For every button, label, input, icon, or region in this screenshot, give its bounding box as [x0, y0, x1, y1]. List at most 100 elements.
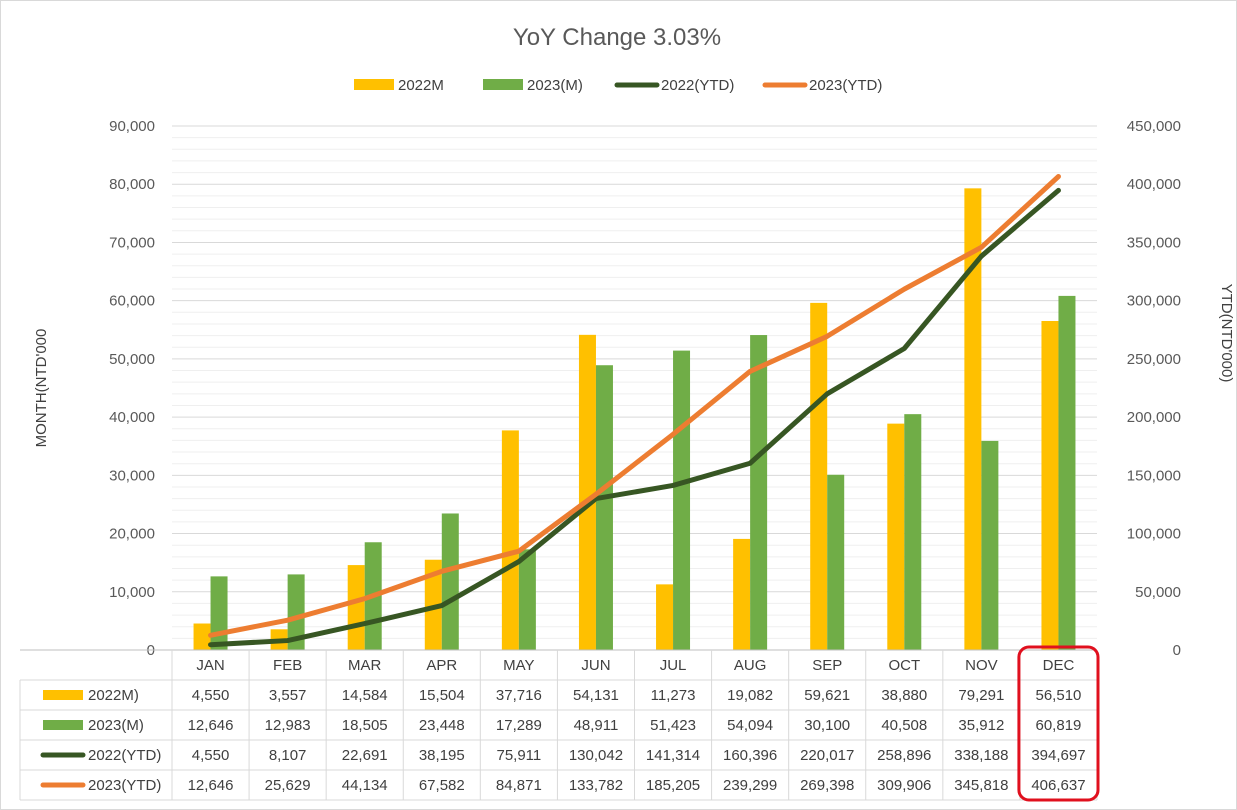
bar-series [193, 188, 1076, 651]
legend-key [483, 79, 523, 90]
bar [981, 440, 999, 650]
y2-tick-label: 150,000 [1127, 467, 1181, 484]
table-cell: 56,510 [1036, 687, 1082, 704]
table-cell: 258,896 [877, 747, 931, 764]
table-cell: 17,289 [496, 717, 542, 734]
bar [518, 549, 536, 650]
table-cell: 338,188 [954, 747, 1008, 764]
table-cell: 12,646 [188, 717, 234, 734]
y2-tick-label: 0 [1173, 642, 1181, 659]
x-tick-label: SEP [812, 657, 842, 674]
highlight-box [1017, 645, 1100, 802]
table-cell: 130,042 [569, 747, 623, 764]
bar [441, 513, 459, 650]
table-cell: 269,398 [800, 777, 854, 794]
x-tick-label: JAN [196, 657, 224, 674]
table-cell: 40,508 [881, 717, 927, 734]
table-cell: 51,423 [650, 717, 696, 734]
table-cell: 44,134 [342, 777, 388, 794]
table-row-label: 2023(YTD) [88, 777, 161, 794]
table-cell: 75,911 [496, 747, 541, 764]
x-tick-label: OCT [888, 657, 920, 674]
table-row-label: 2022M) [88, 687, 139, 704]
bar [210, 576, 228, 650]
bar [904, 414, 922, 650]
table-cell: 160,396 [723, 747, 777, 764]
table-cell: 79,291 [958, 687, 1004, 704]
table-cell: 54,094 [727, 717, 773, 734]
y-tick-label: 60,000 [109, 293, 155, 310]
bar [595, 365, 613, 650]
x-tick-label: APR [426, 657, 457, 674]
y-tick-label: 50,000 [109, 351, 155, 368]
bar [827, 474, 845, 650]
y-tick-label: 10,000 [109, 584, 155, 601]
y-tick-label: 80,000 [109, 176, 155, 193]
y2-axis-title: YTD(NTD'000) [1218, 284, 1235, 383]
table-cell: 4,550 [192, 687, 230, 704]
table-cell: 239,299 [723, 777, 777, 794]
table-cell: 84,871 [496, 777, 542, 794]
bar [347, 565, 365, 650]
y2-tick-label: 400,000 [1127, 176, 1181, 193]
bar [673, 350, 691, 650]
legend-key [354, 79, 394, 90]
table-legend-key [43, 690, 83, 700]
table-cell: 19,082 [727, 687, 773, 704]
x-tick-label: MAY [503, 657, 534, 674]
table-cell: 309,906 [877, 777, 931, 794]
table-cell: 8,107 [269, 747, 307, 764]
table-cell: 59,621 [804, 687, 850, 704]
table-cell: 38,195 [419, 747, 465, 764]
y-tick-label: 30,000 [109, 467, 155, 484]
table-cell: 35,912 [958, 717, 1004, 734]
y-tick-label: 40,000 [109, 409, 155, 426]
y-tick-label: 70,000 [109, 234, 155, 251]
x-tick-label: JUL [660, 657, 687, 674]
bar [193, 623, 211, 650]
legend-label: 2023(YTD) [809, 77, 882, 94]
table-cell: 4,550 [192, 747, 230, 764]
table-cell: 133,782 [569, 777, 623, 794]
y-tick-label: 90,000 [109, 118, 155, 135]
bar [887, 423, 905, 650]
table-cell: 11,273 [651, 687, 696, 704]
y-tick-label: 20,000 [109, 526, 155, 543]
bar [501, 430, 519, 650]
bar [1058, 295, 1076, 650]
table-cell: 141,314 [646, 747, 700, 764]
bar [287, 574, 305, 650]
table-cell: 38,880 [881, 687, 927, 704]
bar [1041, 320, 1059, 650]
table-cell: 15,504 [419, 687, 465, 704]
bar [810, 302, 828, 650]
line-series [208, 173, 1061, 648]
table-cell: 67,582 [419, 777, 465, 794]
table-cell: 12,646 [188, 777, 234, 794]
bar [733, 538, 751, 650]
table-cell: 220,017 [800, 747, 854, 764]
table-cell: 394,697 [1031, 747, 1085, 764]
y2-tick-label: 50,000 [1135, 584, 1181, 601]
bar [964, 188, 982, 651]
legend: 2022M 2023(M) 2022(YTD) 2023(YTD) [354, 77, 882, 94]
table-cell: 30,100 [804, 717, 850, 734]
table-cell: 14,584 [342, 687, 388, 704]
bar [578, 334, 596, 650]
x-tick-label: DEC [1043, 657, 1075, 674]
table-legend-key [43, 720, 83, 730]
legend-label: 2023(M) [527, 77, 583, 94]
table-cell: 406,637 [1031, 777, 1085, 794]
bar [424, 559, 442, 650]
table-row-label: 2023(M) [88, 717, 144, 734]
data-table: JAN FEB MAR APR MAY JUN JUL AUG SEP OCT NOV DEC 2022… [19, 649, 1098, 801]
y2-tick-label: 450,000 [1127, 118, 1181, 135]
y2-tick-label: 300,000 [1127, 293, 1181, 310]
table-cell: 22,691 [342, 747, 388, 764]
table-row-label: 2022(YTD) [88, 747, 161, 764]
table-cell: 18,505 [342, 717, 388, 734]
series-line [208, 173, 1061, 638]
gridlines [172, 125, 1097, 639]
